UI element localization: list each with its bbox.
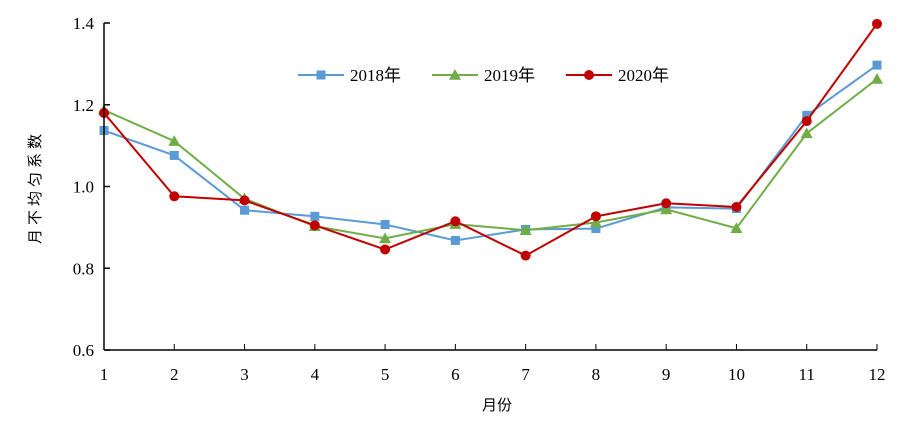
- legend: 2018年 2019年 2020年: [298, 66, 669, 85]
- circle-marker-icon: [309, 220, 320, 231]
- x-axis-ticks: 1 2 3 4 5 6 7 8 9 10 11 12: [100, 344, 886, 384]
- x-tick-label: 6: [451, 365, 460, 384]
- y-axis-title: 月不均匀系数: [26, 130, 44, 244]
- triangle-marker-icon: [449, 69, 461, 80]
- circle-marker-icon: [239, 195, 250, 206]
- triangle-marker-icon: [871, 72, 883, 84]
- x-tick-label: 12: [869, 365, 886, 384]
- legend-label: 2020年: [618, 66, 669, 85]
- triangle-marker-icon: [168, 135, 181, 146]
- y-tick-label: 1.4: [73, 14, 95, 33]
- square-marker-icon: [316, 70, 326, 80]
- legend-item: 2020年: [566, 66, 669, 85]
- circle-marker-icon: [584, 70, 594, 80]
- series-2020年: [99, 18, 882, 261]
- series-line: [103, 23, 878, 257]
- circle-marker-icon: [801, 116, 812, 127]
- x-tick-label: 5: [381, 365, 390, 384]
- series-2019年: [98, 72, 883, 244]
- triangle-marker-icon: [519, 224, 532, 236]
- y-tick-label: 0.8: [73, 259, 94, 278]
- y-tick-label: 1.2: [73, 96, 94, 115]
- x-tick-label: 11: [799, 365, 815, 384]
- triangle-marker-icon: [379, 232, 392, 244]
- legend-item: 2018年: [298, 66, 401, 85]
- y-tick-label: 1.0: [73, 178, 94, 197]
- triangle-marker-icon: [800, 127, 813, 139]
- circle-marker-icon: [380, 244, 391, 255]
- circle-marker-icon: [520, 250, 531, 261]
- triangle-marker-icon: [730, 222, 743, 233]
- x-tick-label: 9: [662, 365, 671, 384]
- circle-marker-icon: [731, 201, 742, 212]
- x-tick-label: 10: [728, 365, 745, 384]
- square-marker-icon: [872, 60, 882, 70]
- circle-marker-icon: [872, 18, 882, 29]
- series-line: [103, 64, 878, 242]
- square-marker-icon: [591, 224, 601, 234]
- x-tick-label: 8: [592, 365, 601, 384]
- x-tick-label: 4: [311, 365, 320, 384]
- legend-item: 2019年: [432, 66, 535, 85]
- series-line: [103, 78, 878, 240]
- circle-marker-icon: [661, 198, 672, 209]
- square-marker-icon: [240, 205, 250, 215]
- square-marker-icon: [169, 150, 179, 160]
- y-tick-label: 0.6: [73, 341, 94, 360]
- x-tick-label: 1: [100, 365, 109, 384]
- x-tick-label: 7: [521, 365, 530, 384]
- x-axis-title: 月份: [482, 396, 512, 414]
- circle-marker-icon: [590, 211, 601, 222]
- square-marker-icon: [380, 220, 390, 230]
- x-tick-label: 3: [240, 365, 249, 384]
- legend-label: 2018年: [350, 66, 401, 85]
- plot-series: [98, 18, 883, 261]
- axes: 0.60.81.01.21.4 1 2 3 4 5 6 7 8 9 10 11 12: [73, 14, 886, 384]
- square-marker-icon: [310, 211, 320, 221]
- y-axis-ticks: 0.6 0.8 1.0 1.2 1.4: [73, 14, 110, 360]
- circle-marker-icon: [169, 191, 180, 202]
- legend-label: 2019年: [484, 66, 535, 85]
- triangle-marker-icon: [660, 203, 673, 215]
- square-marker-icon: [450, 235, 460, 245]
- square-marker-icon: [802, 110, 812, 120]
- triangle-marker-icon: [589, 216, 602, 228]
- x-tick-label: 2: [170, 365, 179, 384]
- series-2018年: [99, 60, 882, 245]
- circle-marker-icon: [450, 216, 461, 227]
